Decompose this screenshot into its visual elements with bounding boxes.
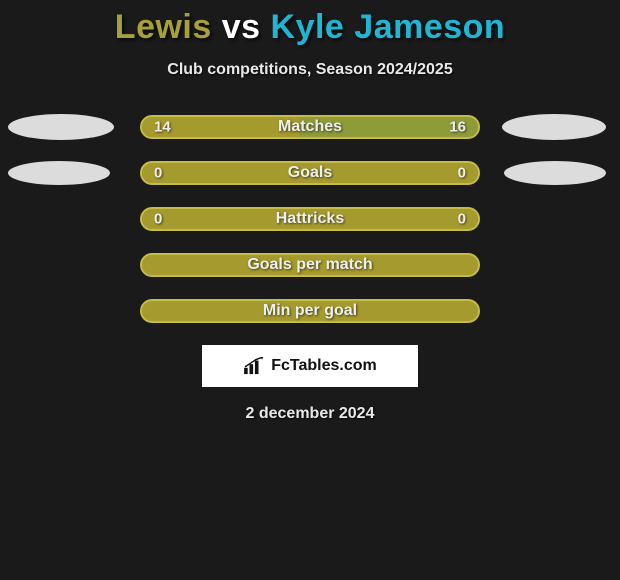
stat-bar: 0 Goals 0 <box>140 161 480 185</box>
oval-right-icon <box>502 114 606 140</box>
title-player-b: Kyle Jameson <box>271 8 506 46</box>
date-text: 2 december 2024 <box>246 405 375 423</box>
oval-left-icon <box>8 161 110 185</box>
stat-row-goals-per-match: Goals per match <box>0 253 620 277</box>
title-player-a: Lewis <box>115 8 212 46</box>
brand-chart-icon <box>243 357 265 375</box>
stat-label: Goals per match <box>247 256 372 274</box>
stat-value-b: 0 <box>458 165 466 182</box>
stat-row-goals: 0 Goals 0 <box>0 161 620 185</box>
stat-label: Matches <box>278 118 342 136</box>
stat-value-a: 0 <box>154 211 162 228</box>
stat-row-matches: 14 Matches 16 <box>0 115 620 139</box>
oval-right-icon <box>504 161 606 185</box>
brand-badge: FcTables.com <box>202 345 418 387</box>
stat-row-min-per-goal: Min per goal <box>0 299 620 323</box>
stat-value-a: 14 <box>154 119 171 136</box>
stat-rows: 14 Matches 16 0 Goals 0 0 Hattricks <box>0 115 620 323</box>
stat-value-a: 0 <box>154 165 162 182</box>
stat-bar: Goals per match <box>140 253 480 277</box>
stat-bar: 0 Hattricks 0 <box>140 207 480 231</box>
subtitle: Club competitions, Season 2024/2025 <box>167 61 452 79</box>
page-title: Lewis vs Kyle Jameson <box>115 8 505 47</box>
stat-label: Hattricks <box>276 210 344 228</box>
stat-bar: Min per goal <box>140 299 480 323</box>
stat-label: Min per goal <box>263 302 357 320</box>
stat-bar: 14 Matches 16 <box>140 115 480 139</box>
title-vs: vs <box>222 8 261 46</box>
brand-text: FcTables.com <box>271 357 377 375</box>
stat-row-hattricks: 0 Hattricks 0 <box>0 207 620 231</box>
stat-label: Goals <box>288 164 332 182</box>
stat-value-b: 16 <box>449 119 466 136</box>
comparison-card: Lewis vs Kyle Jameson Club competitions,… <box>0 0 620 423</box>
stat-value-b: 0 <box>458 211 466 228</box>
oval-left-icon <box>8 114 114 140</box>
